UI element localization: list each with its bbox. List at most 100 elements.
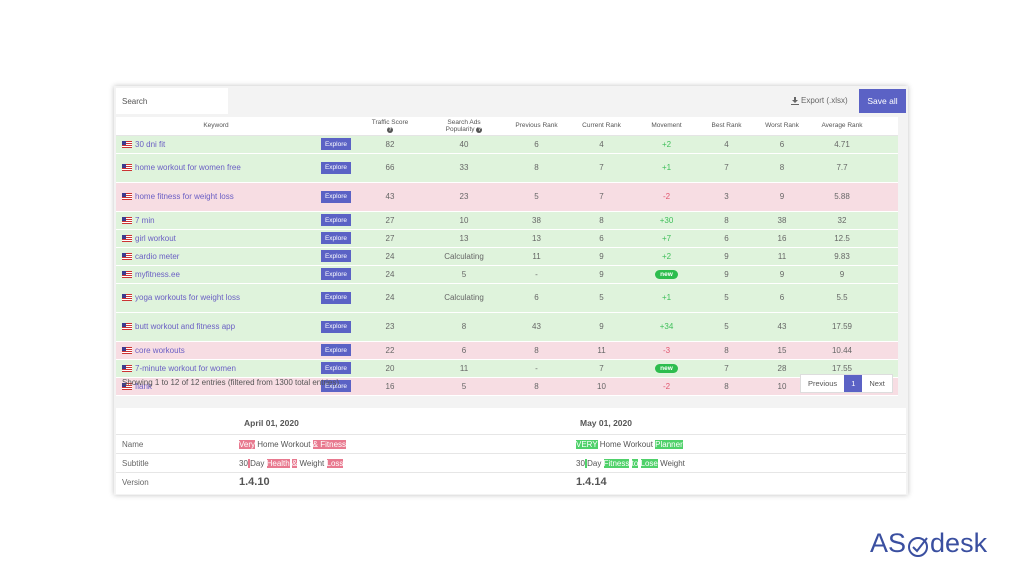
column-explore [316, 117, 356, 136]
previous-page-button[interactable]: Previous [801, 375, 845, 392]
keyword-link[interactable]: myfitness.ee [135, 269, 180, 279]
next-page-button[interactable]: Next [862, 375, 892, 392]
movement-value: +34 [659, 322, 674, 331]
unchanged-word: 30 [576, 459, 585, 468]
keyword-link[interactable]: butt workout and fitness app [135, 322, 236, 331]
keyword-link[interactable]: 30 dni fit [135, 139, 166, 149]
subtitle-label: Subtitle [122, 459, 149, 468]
worst-rank-cell: 10 [754, 377, 810, 396]
explore-button[interactable]: Explore [321, 380, 351, 392]
column-best-rank[interactable]: Best Rank [699, 117, 754, 136]
us-flag-icon [122, 252, 132, 260]
export-button[interactable]: Export (.xlsx) [791, 96, 848, 105]
explore-button[interactable]: Explore [321, 344, 351, 356]
explore-cell: Explore [316, 153, 356, 183]
row-spacer [874, 312, 898, 342]
explore-button[interactable]: Explore [321, 138, 351, 150]
new-badge: new [655, 270, 678, 279]
keyword-link[interactable]: 7 min [135, 215, 155, 225]
explore-button[interactable]: Explore [321, 161, 351, 174]
pagination: Previous 1 Next [800, 374, 893, 393]
us-flag-icon [122, 164, 132, 171]
explore-button[interactable]: Explore [321, 268, 351, 280]
page-1-button[interactable]: 1 [844, 375, 863, 392]
explore-button[interactable]: Explore [321, 232, 351, 244]
keyword-cell[interactable]: home workout for women free [116, 153, 316, 183]
keyword-cell[interactable]: home fitness for weight loss [116, 182, 316, 212]
traffic-score-cell: 24 [356, 283, 424, 313]
best-rank-cell: 8 [699, 377, 754, 396]
average-rank-cell: 17.55 [810, 359, 874, 378]
search-input[interactable] [116, 88, 228, 114]
table-row: yoga workouts for weight loss Explore 24 Ca… [116, 283, 898, 313]
changed-word: Very [239, 440, 256, 449]
current-rank-cell: 7 [569, 153, 634, 183]
column-traffic-score[interactable]: Traffic Score ? [356, 117, 424, 136]
us-flag-icon [122, 234, 132, 242]
unchanged-word: Home Workout [255, 440, 313, 449]
logo-check-icon [907, 533, 929, 557]
traffic-score-cell: 24 [356, 265, 424, 284]
column-current-rank[interactable]: Current Rank [569, 117, 634, 136]
keyword-link[interactable]: girl workout [135, 233, 176, 243]
keyword-cell[interactable]: butt workout and fitness app [116, 312, 316, 342]
best-rank-cell: 3 [699, 182, 754, 212]
keyword-cell[interactable]: 7-minute workout for women [116, 359, 316, 378]
keyword-cell[interactable]: myfitness.ee [116, 265, 316, 284]
explore-button[interactable]: Explore [321, 291, 351, 304]
explore-cell: Explore [316, 229, 356, 248]
movement-cell: +1 [634, 153, 699, 183]
unchanged-word: Weight [657, 459, 685, 468]
keyword-cell[interactable]: 30 dni fit [116, 135, 316, 154]
column-popularity[interactable]: Search Ads Popularity ? [424, 117, 504, 136]
save-all-button[interactable]: Save all [859, 89, 906, 113]
help-icon[interactable]: ? [476, 126, 483, 133]
keyword-link[interactable]: flank [135, 381, 152, 391]
keyword-link[interactable]: cardio meter [135, 251, 180, 261]
best-rank-cell: 5 [699, 283, 754, 313]
keyword-cell[interactable]: girl workout [116, 229, 316, 248]
column-movement[interactable]: Movement [634, 117, 699, 136]
best-rank-cell: 6 [699, 229, 754, 248]
us-flag-icon [122, 323, 132, 330]
keyword-link[interactable]: 7-minute workout for women [135, 363, 236, 373]
us-flag-icon [122, 193, 132, 200]
asodesk-logo: AS desk [870, 528, 987, 559]
row-spacer [874, 135, 898, 154]
keyword-link[interactable]: yoga workouts for weight loss [135, 293, 240, 302]
column-keyword[interactable]: Keyword [116, 117, 316, 136]
best-rank-cell: 5 [699, 312, 754, 342]
keyword-link[interactable]: home workout for women free [135, 163, 241, 172]
keyword-cell[interactable]: yoga workouts for weight loss [116, 283, 316, 313]
explore-button[interactable]: Explore [321, 320, 351, 333]
explore-button[interactable]: Explore [321, 250, 351, 262]
table-header: Keyword Traffic Score ? Search Ads Popul… [116, 117, 898, 136]
previous-rank-cell: 6 [504, 283, 569, 313]
popularity-cell: 10 [424, 211, 504, 230]
best-rank-cell: 9 [699, 265, 754, 284]
help-icon[interactable]: ? [387, 126, 393, 133]
column-worst-rank[interactable]: Worst Rank [754, 117, 810, 136]
explore-button[interactable]: Explore [321, 190, 351, 203]
column-average-rank[interactable]: Average Rank [810, 117, 874, 136]
previous-rank-cell: - [504, 359, 569, 378]
previous-rank-cell: 6 [504, 135, 569, 154]
keyword-link[interactable]: home fitness for weight loss [135, 192, 234, 201]
best-rank-cell: 9 [699, 247, 754, 266]
changed-word: VERY [576, 440, 598, 449]
keyword-cell[interactable]: 7 min [116, 211, 316, 230]
movement-cell: +34 [634, 312, 699, 342]
best-rank-cell: 7 [699, 153, 754, 183]
explore-button[interactable]: Explore [321, 214, 351, 226]
keyword-link[interactable]: core workouts [135, 345, 185, 355]
keyword-cell[interactable]: core workouts [116, 341, 316, 360]
movement-cell: new [634, 359, 699, 378]
column-previous-rank[interactable]: Previous Rank [504, 117, 569, 136]
explore-cell: Explore [316, 377, 356, 396]
changed-word: Health [266, 459, 290, 468]
keyword-cell[interactable]: cardio meter [116, 247, 316, 266]
table-row: girl workout Explore 27 13 13 6 +7 6 16 12.5 [116, 229, 898, 248]
keyword-cell[interactable]: flank [116, 377, 316, 396]
current-rank-cell: 9 [569, 265, 634, 284]
explore-button[interactable]: Explore [321, 362, 351, 374]
